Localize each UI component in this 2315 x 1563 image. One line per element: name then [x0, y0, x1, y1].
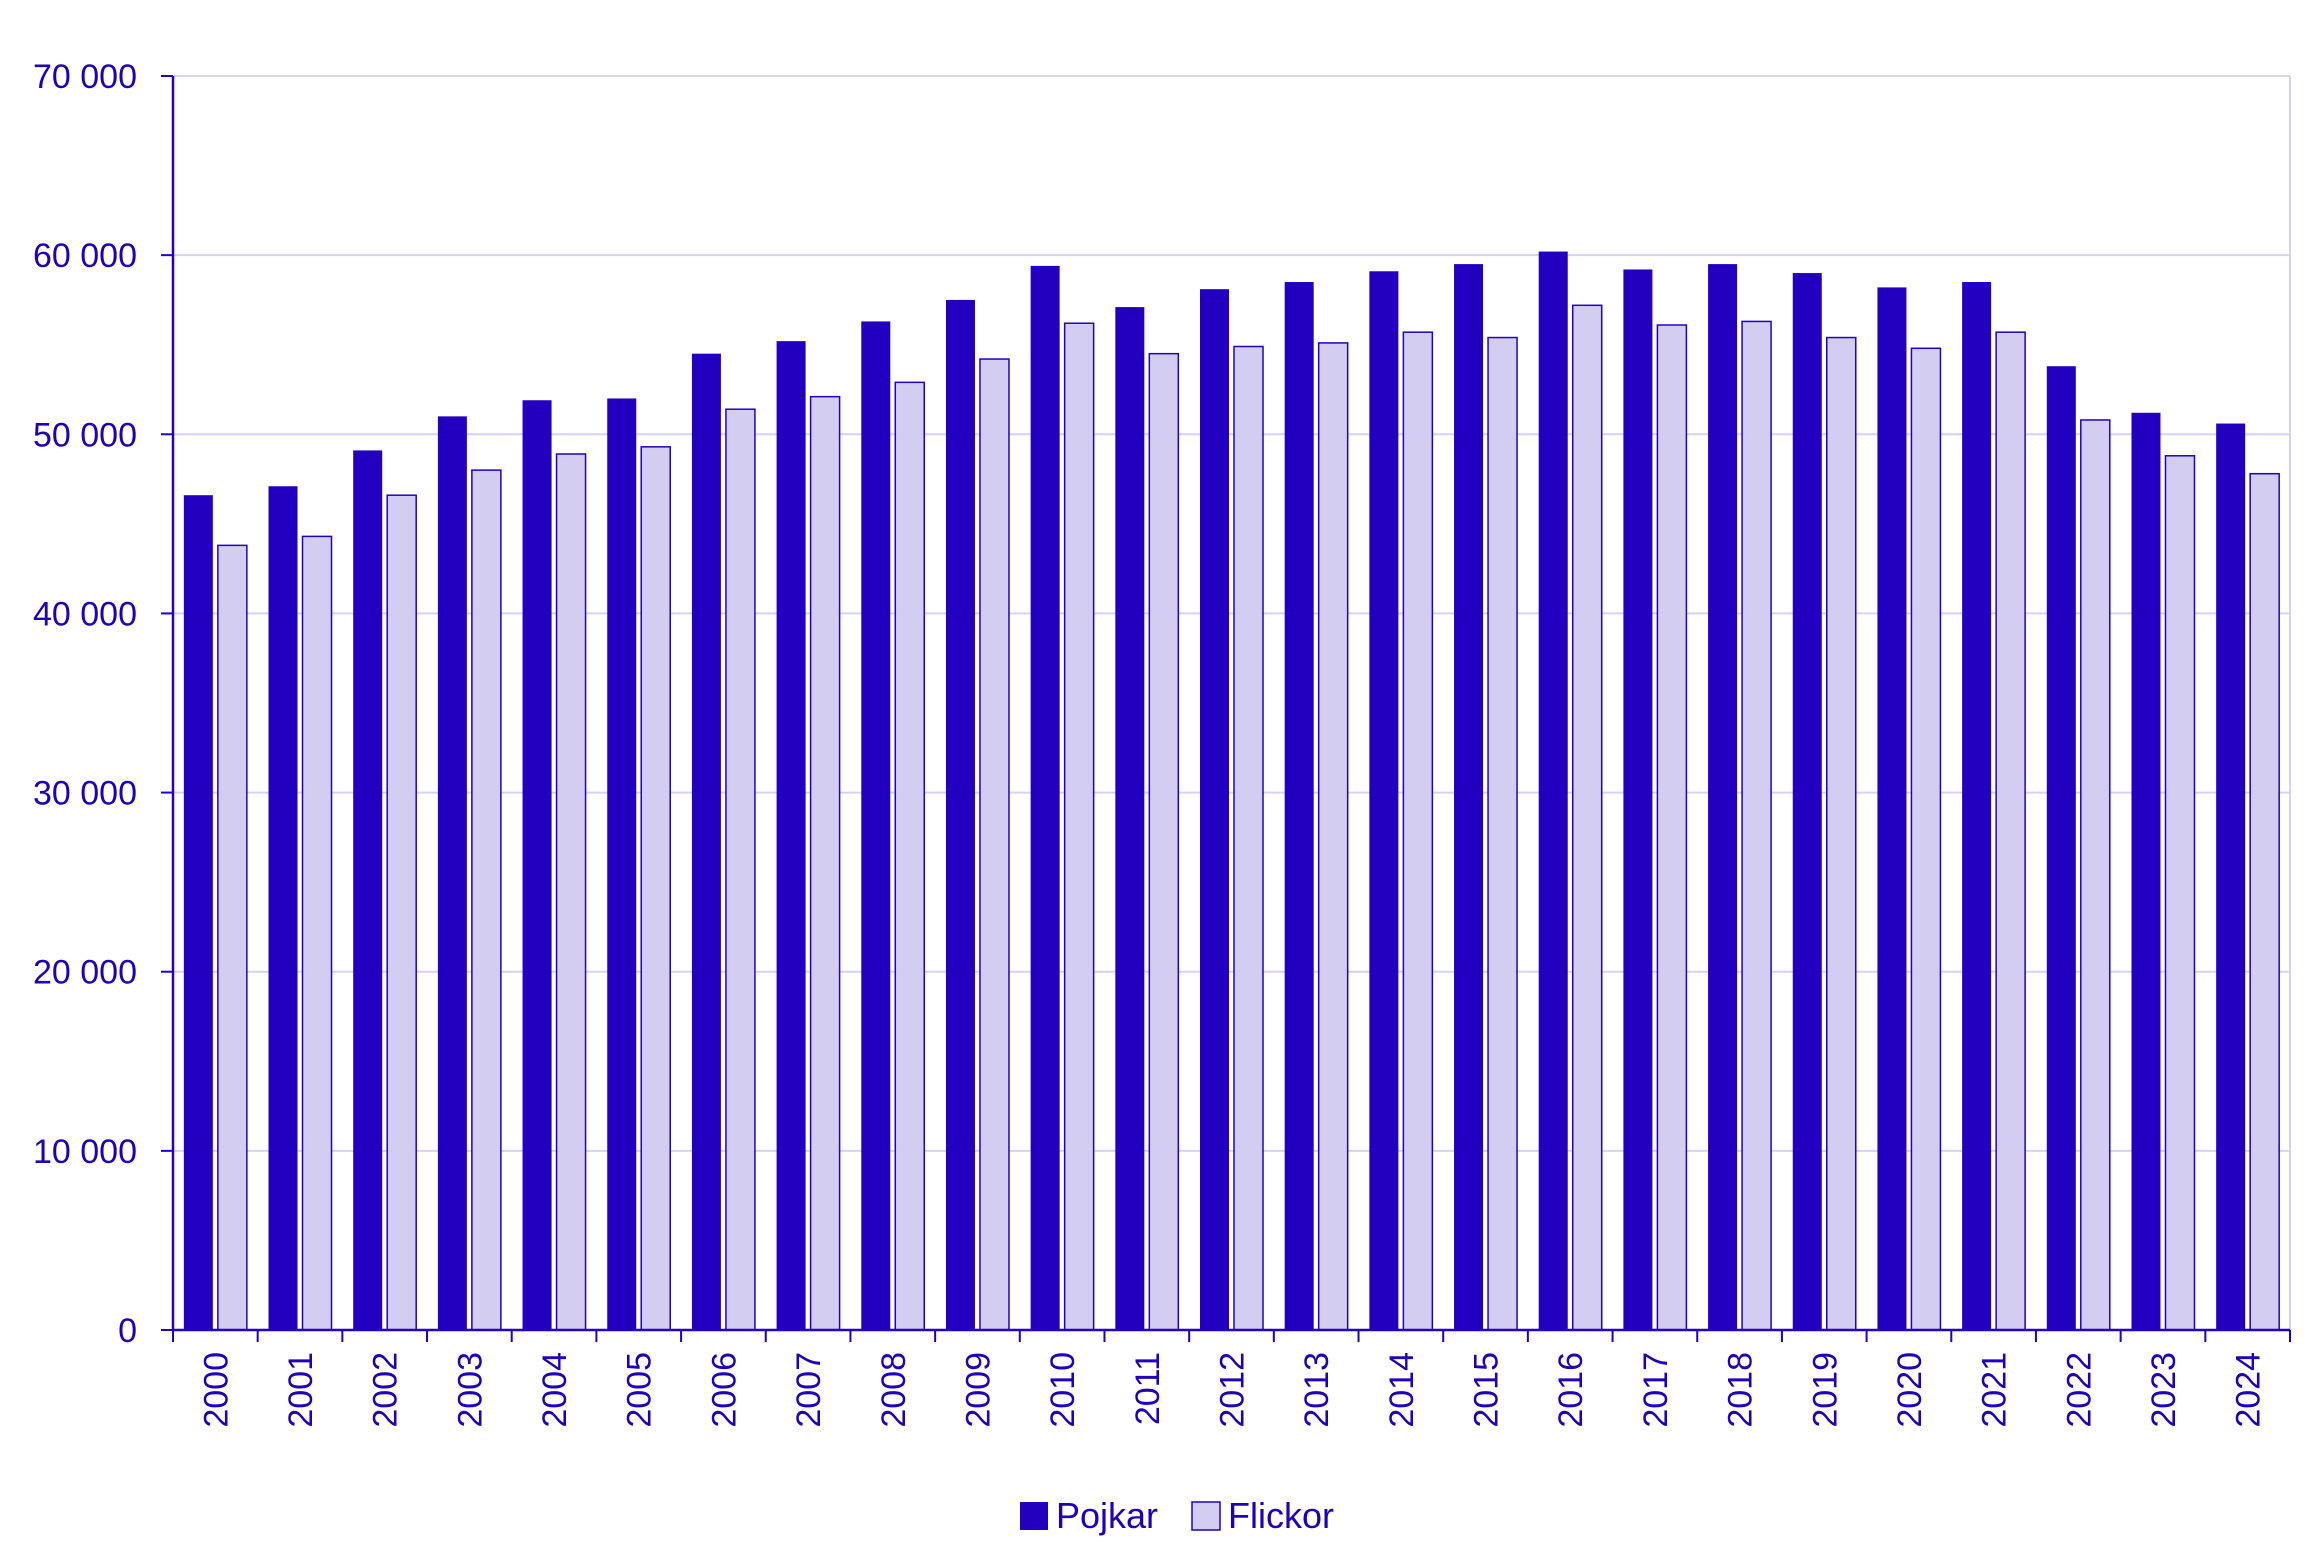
bar-pojkar-2002: [353, 450, 383, 1330]
bar-pojkar-2004: [522, 400, 552, 1331]
bar-flickor-2011: [1148, 352, 1180, 1331]
bar-flickor-2000: [217, 544, 248, 1331]
bar-pojkar-2016: [1538, 251, 1568, 1330]
bar-pojkar-2017: [1623, 269, 1653, 1331]
x-tick-label-2023: 2023: [2145, 1352, 2183, 1428]
bar-pojkar-2012: [1200, 289, 1229, 1331]
y-tick-labels: 0 10 000 20 000 30 000 40 000 50 000 60 000 70 …: [33, 58, 137, 1350]
x-tick-label-2020: 2020: [1891, 1352, 1929, 1428]
x-tick-label-2009: 2009: [959, 1352, 997, 1428]
x-tick-labels: 2000 2001 2002 2003 2004 2005 2006 2007 2008 2009…: [197, 1352, 2267, 1428]
x-tick-label-2011: 2011: [1129, 1352, 1167, 1425]
bar-pojkar-2006: [691, 353, 721, 1331]
bar-flickor-2019: [1826, 336, 1857, 1331]
bar-pojkar-2022: [2046, 366, 2076, 1330]
x-tick-label-2006: 2006: [705, 1352, 743, 1428]
bar-pojkar-2021: [1962, 282, 1992, 1330]
bar-pojkar-2000: [183, 495, 213, 1330]
bar-flickor-2012: [1233, 345, 1264, 1331]
bar-flickor-2018: [1741, 320, 1772, 1331]
bar-flickor-2003: [471, 469, 502, 1331]
bar-pojkar-2013: [1284, 282, 1314, 1330]
x-tick-label-2008: 2008: [875, 1352, 913, 1428]
x-tick-label-2015: 2015: [1468, 1352, 1506, 1428]
x-tick-label-2012: 2012: [1214, 1352, 1252, 1428]
x-tick-label-2010: 2010: [1044, 1352, 1082, 1428]
bar-pojkar-2020: [1877, 287, 1907, 1331]
bars: [183, 251, 2280, 1331]
x-tick-label-2007: 2007: [790, 1352, 828, 1428]
y-tick-label-40000: 40 000: [33, 595, 137, 633]
legend-label-pojkar: Pojkar: [1056, 1495, 1158, 1536]
legend: Pojkar Flickor: [1020, 1495, 1334, 1536]
bar-pojkar-2008: [861, 321, 891, 1330]
y-tick-label-10000: 10 000: [33, 1133, 137, 1171]
x-tick-label-2002: 2002: [367, 1352, 405, 1428]
x-tick-label-2024: 2024: [2230, 1352, 2268, 1428]
bar-flickor-2023: [2164, 455, 2196, 1331]
bar-flickor-2001: [301, 535, 333, 1331]
x-tick-label-2018: 2018: [1722, 1352, 1760, 1428]
y-tick-label-20000: 20 000: [33, 954, 137, 992]
bar-flickor-2017: [1656, 324, 1688, 1331]
x-tick-label-2013: 2013: [1298, 1352, 1336, 1428]
x-tick-label-2000: 2000: [197, 1352, 235, 1428]
bar-flickor-2015: [1487, 336, 1518, 1331]
bar-pojkar-2011: [1115, 307, 1145, 1330]
legend-swatch-flickor: [1191, 1501, 1221, 1531]
y-tick-label-70000: 70 000: [33, 58, 137, 96]
bar-flickor-2004: [555, 453, 587, 1331]
bar-flickor-2002: [386, 494, 417, 1331]
bar-flickor-2020: [1910, 347, 1942, 1331]
bar-pojkar-2014: [1369, 271, 1399, 1330]
x-tick-label-2021: 2021: [1976, 1352, 2014, 1428]
bar-flickor-2006: [725, 408, 756, 1331]
legend-swatch-pojkar: [1020, 1502, 1048, 1530]
bar-pojkar-2001: [268, 486, 298, 1330]
bar-flickor-2009: [979, 358, 1010, 1331]
bar-pojkar-2018: [1708, 264, 1738, 1331]
bar-flickor-2008: [894, 381, 926, 1331]
x-tick-label-2016: 2016: [1552, 1352, 1590, 1428]
x-tick-label-2014: 2014: [1383, 1352, 1421, 1428]
bar-pojkar-2010: [1030, 265, 1060, 1331]
y-tick-label-30000: 30 000: [33, 775, 137, 813]
bar-pojkar-2007: [776, 341, 806, 1330]
x-tick-label-2005: 2005: [621, 1352, 659, 1428]
x-tick-label-2004: 2004: [536, 1352, 574, 1428]
legend-label-flickor: Flickor: [1228, 1495, 1334, 1536]
bar-pojkar-2019: [1792, 273, 1822, 1330]
bar-flickor-2005: [640, 446, 671, 1331]
bar-pojkar-2005: [607, 398, 637, 1330]
bar-flickor-2013: [1317, 342, 1349, 1331]
y-tick-label-60000: 60 000: [33, 237, 137, 275]
axes: [161, 75, 2291, 1342]
bar-pojkar-2003: [437, 416, 467, 1330]
bar-pojkar-2009: [945, 299, 975, 1330]
y-tick-label-0: 0: [118, 1312, 137, 1350]
bar-flickor-2010: [1063, 322, 1095, 1331]
bar-pojkar-2024: [2216, 423, 2246, 1331]
bar-flickor-2016: [1571, 304, 1603, 1331]
bar-flickor-2021: [1995, 331, 2026, 1331]
x-tick-label-2017: 2017: [1637, 1352, 1675, 1428]
bar-flickor-2022: [2080, 419, 2111, 1331]
y-tick-label-50000: 50 000: [33, 416, 137, 454]
bar-flickor-2024: [2249, 472, 2280, 1331]
x-tick-label-2003: 2003: [451, 1352, 489, 1428]
x-tick-label-2022: 2022: [2060, 1352, 2098, 1428]
x-tick-label-2019: 2019: [1806, 1352, 1844, 1428]
x-tick-label-2001: 2001: [282, 1352, 320, 1428]
bar-flickor-2007: [809, 395, 841, 1331]
bar-flickor-2014: [1402, 331, 1434, 1331]
bar-pojkar-2023: [2131, 412, 2161, 1330]
bar-pojkar-2015: [1454, 264, 1484, 1331]
